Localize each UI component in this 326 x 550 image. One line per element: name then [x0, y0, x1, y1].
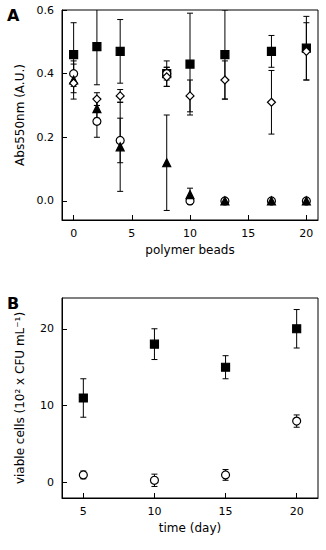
- svg-text:polymer beads: polymer beads: [145, 243, 234, 257]
- svg-text:20: 20: [290, 505, 304, 518]
- svg-text:Abs550nm (A.U.): Abs550nm (A.U.): [13, 64, 27, 166]
- svg-text:5: 5: [80, 505, 87, 518]
- svg-text:viable cells (10² x CFU mL⁻¹): viable cells (10² x CFU mL⁻¹): [13, 312, 27, 484]
- svg-text:20: 20: [299, 227, 313, 240]
- svg-text:15: 15: [219, 505, 233, 518]
- svg-text:10: 10: [147, 505, 161, 518]
- svg-text:0.4: 0.4: [37, 67, 55, 80]
- svg-text:0: 0: [47, 476, 54, 489]
- svg-text:0.6: 0.6: [37, 4, 55, 17]
- svg-text:20: 20: [40, 322, 54, 335]
- svg-text:0: 0: [70, 227, 77, 240]
- svg-text:15: 15: [241, 227, 255, 240]
- svg-text:10: 10: [40, 399, 54, 412]
- svg-text:0.0: 0.0: [37, 194, 55, 207]
- svg-text:B: B: [7, 294, 19, 313]
- svg-text:A: A: [7, 6, 20, 25]
- svg-text:10: 10: [183, 227, 197, 240]
- svg-text:5: 5: [128, 227, 135, 240]
- svg-text:0.2: 0.2: [37, 131, 55, 144]
- svg-text:time (day): time (day): [159, 521, 221, 535]
